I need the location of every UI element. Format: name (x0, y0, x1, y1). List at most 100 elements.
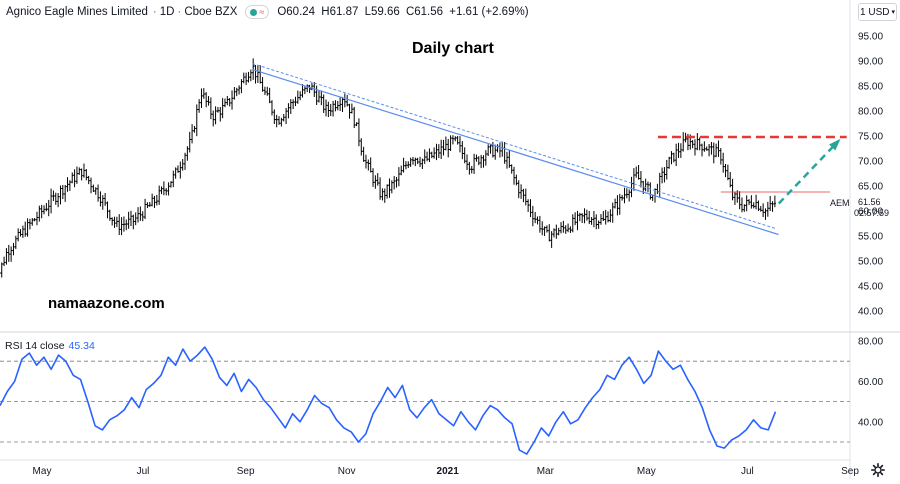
chevron-down-icon: ▾ (891, 9, 895, 16)
ohlc-bar (42, 205, 46, 215)
ohlc-bar (96, 184, 100, 202)
ohlc-bar (529, 199, 532, 218)
gear-icon[interactable] (871, 463, 885, 477)
ohlc-bar (214, 106, 217, 125)
ohlc-bar (449, 135, 452, 151)
ohlc-bar (40, 204, 43, 219)
rsi-axis-labels[interactable]: 80.00 60.00 40.00 (858, 337, 883, 429)
ohlc-bar (430, 151, 433, 159)
ohlc-bar (129, 210, 133, 226)
currency-selector[interactable]: 1 USD ▾ (858, 3, 897, 21)
ohlc-bar (216, 107, 220, 113)
high-label: H (321, 6, 330, 18)
ohlc-bar (740, 197, 744, 213)
ohlc-bar (256, 65, 260, 83)
ohlc-bar (367, 159, 370, 171)
ohlc-bar (71, 172, 74, 184)
ohlc-bar (92, 184, 95, 192)
market-status-pill[interactable]: ≈ (245, 5, 270, 19)
ohlc-bar (115, 216, 119, 228)
ohlc-bar (743, 204, 746, 212)
drawings[interactable] (252, 63, 847, 236)
ohlc-bar (465, 154, 469, 170)
ohlc-bar (19, 229, 22, 237)
ohlc-bar (188, 131, 191, 153)
ohlc-bar (649, 182, 652, 200)
ohlc-bar (423, 149, 426, 164)
ohlc-bar (512, 166, 516, 185)
ohlc-bar (202, 88, 206, 99)
ohlc-bar (745, 195, 748, 212)
open-label: O (277, 6, 287, 18)
ohlc-bar (35, 211, 39, 226)
ohlc-bar (559, 222, 563, 234)
ohlc-bar (750, 195, 753, 209)
projection-arrow[interactable] (777, 140, 840, 205)
ohlc-bar (251, 58, 255, 80)
ohlc-bar (494, 144, 497, 160)
ohlc-bar (230, 90, 234, 110)
ohlc-bar (768, 195, 772, 211)
ohlc-bar (136, 207, 140, 223)
ohlc-bar (674, 143, 678, 167)
ohlc-bar (719, 147, 723, 165)
interval[interactable]: 1D (159, 6, 175, 18)
price-tick-label: 75.00 (858, 132, 883, 143)
ohlc-bar (162, 181, 166, 196)
ohlc-bar (146, 202, 149, 209)
ohlc-bar (486, 144, 490, 157)
ohlc-bar (143, 198, 147, 220)
ohlc-bar (66, 177, 69, 192)
ohlc-bar (336, 100, 339, 111)
ohlc-bar (268, 87, 271, 104)
ohlc-bar (14, 235, 18, 250)
ohlc-bar (421, 158, 424, 169)
descending-trendline[interactable] (252, 68, 779, 236)
rsi-legend[interactable]: RSI 14 close 45.34 (5, 340, 95, 352)
ohlc-bar (122, 216, 126, 232)
ohlc-bar (533, 211, 537, 224)
time-axis-labels[interactable]: May Jul Sep Nov 2021 Mar May Jul Sep (33, 466, 860, 477)
close-label: C (405, 6, 415, 18)
ohlc-bar (773, 195, 777, 208)
ohlc-bar (472, 153, 476, 174)
ohlc-bar (550, 231, 553, 248)
ohlc-bar (484, 150, 488, 166)
ohlc-bar (263, 86, 267, 96)
price-axis-labels[interactable]: 95.00 90.00 85.00 80.00 75.00 70.00 65.00 60.00… (858, 32, 883, 318)
ohlc-bar (240, 79, 243, 94)
ohlc-bar (38, 205, 41, 222)
time-tick-label: Mar (537, 466, 555, 477)
ohlc-bar (160, 186, 163, 195)
ohlc-bar (179, 161, 182, 179)
ohlc-bar (470, 166, 473, 174)
ohlc-bar (315, 85, 318, 105)
ohlc-bar (127, 211, 130, 229)
ohlc-bar (106, 201, 109, 219)
chart-header[interactable]: Agnico Eagle Mines Limited · 1D · Cboe B… (6, 4, 532, 20)
time-tick-label: Jul (741, 466, 754, 477)
ohlc-bar (334, 100, 337, 112)
ohlc-bar (110, 217, 114, 226)
rsi-tick-label: 60.00 (858, 377, 883, 388)
ohlc-bar (439, 139, 443, 160)
descending-trendline-parallel[interactable] (252, 63, 776, 229)
ohlc-bar (254, 65, 257, 84)
price-tick-label: 50.00 (858, 257, 883, 268)
ohlc-bar (665, 159, 668, 180)
ohlc-bar (26, 218, 29, 237)
ohlc-bar (28, 218, 32, 230)
change-value: +1.61 (+2.69%) (449, 6, 529, 18)
ohlc-bar (442, 139, 445, 156)
ohlc-bar (172, 170, 175, 188)
ohlc-bar (348, 103, 351, 119)
time-tick-label: Sep (841, 466, 859, 477)
ohlc-bar (228, 98, 231, 107)
ohlc-bar (99, 191, 102, 207)
symbol-name[interactable]: Agnico Eagle Mines Limited (6, 6, 148, 18)
ohlc-bar (721, 152, 725, 173)
ohlc-bar (157, 185, 161, 205)
ohlc-bar (155, 194, 159, 206)
